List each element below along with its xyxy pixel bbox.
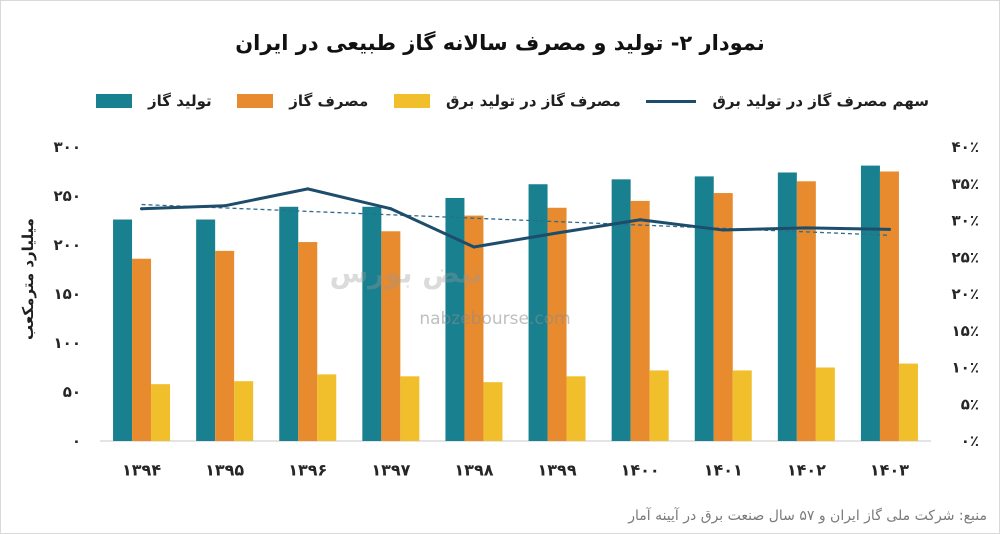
gas-production-bar: [860, 165, 880, 441]
y2-tick-label: ۰٪: [961, 432, 979, 450]
power-gas-consumption-bar: [566, 376, 586, 441]
power-gas-consumption-bar: [815, 367, 835, 441]
legend-item-power-gas-share: سهم مصرف گاز در تولید برق: [646, 91, 929, 111]
legend-swatch-gas-production: [96, 94, 132, 108]
x-tick-label: ۱۴۰۰: [621, 461, 660, 480]
x-tick-label: ۱۴۰۳: [870, 461, 909, 480]
gas-production-bar: [611, 179, 631, 441]
gas-consumption-bar: [713, 193, 733, 441]
x-tick-label: ۱۳۹۶: [288, 461, 327, 480]
power-gas-consumption-bar: [151, 384, 171, 441]
share-point: [804, 226, 808, 230]
x-tick-label: ۱۳۹۴: [122, 461, 161, 480]
share-line-series: [140, 187, 891, 249]
gas-production-bar: [777, 172, 797, 442]
y-tick-label: ۳۰۰: [54, 138, 81, 156]
share-point: [887, 227, 891, 231]
bars: [113, 165, 918, 442]
power-gas-consumption-bar: [317, 374, 337, 441]
x-tick-label: ۱۳۹۹: [538, 461, 577, 480]
y2-tick-label: ۵٪: [961, 395, 979, 413]
y2-tick-label: ۴۰٪: [952, 138, 979, 156]
y2-tick-label: ۲۰٪: [952, 285, 979, 303]
gas-production-bar: [362, 206, 382, 441]
left-axis-ticks: ۰ ۵۰ ۱۰۰ ۱۵۰ ۲۰۰ ۲۵۰ ۳۰۰: [54, 138, 81, 450]
y2-tick-label: ۳۵٪: [952, 175, 979, 193]
power-gas-consumption-bar: [483, 382, 503, 441]
y-axis-label: میلیارد مترمکعب: [19, 218, 37, 340]
chart-title: نمودار ۲- تولید و مصرف سالانه گاز طبیعی …: [235, 31, 765, 55]
share-point: [555, 231, 559, 235]
gas-consumption-bar: [298, 242, 318, 441]
y-tick-label: ۵۰: [63, 383, 81, 401]
share-point: [472, 245, 476, 249]
x-axis-ticks: ۱۳۹۴ ۱۳۹۵ ۱۳۹۶ ۱۳۹۷ ۱۳۹۸ ۱۳۹۹ ۱۴۰۰ ۱۴۰۱ ۱۴۰۲ ۱۴۰۳: [122, 461, 909, 480]
y-tick-label: ۲۵۰: [54, 187, 81, 205]
legend-label: مصرف گاز در تولید برق: [445, 92, 621, 110]
gas-consumption-bar: [796, 181, 816, 442]
legend-item-power-gas-consumption: مصرف گاز در تولید برق: [393, 91, 621, 111]
legend-item-gas-production: تولید گاز: [96, 91, 212, 111]
gas-production-bar: [196, 219, 216, 441]
source-note: منبع: شرکت ملی گاز ایران و ۵۷ سال صنعت ب…: [628, 508, 987, 524]
power-gas-consumption-bar: [898, 363, 918, 441]
y-tick-label: ۲۰۰: [54, 236, 81, 254]
x-tick-label: ۱۳۹۷: [371, 461, 410, 480]
gas-production-bar: [279, 206, 299, 441]
legend-item-gas-consumption: مصرف گاز: [237, 91, 368, 111]
legend-swatch-gas-consumption: [237, 94, 274, 108]
share-point: [140, 207, 144, 211]
gas-consumption-bar: [381, 231, 401, 441]
x-tick-label: ۱۴۰۱: [704, 461, 743, 480]
share-point: [721, 228, 725, 232]
share-trendline: [141, 203, 890, 236]
power-gas-consumption-bar: [400, 376, 420, 441]
legend-swatch-power-gas-consumption: [393, 94, 430, 108]
right-axis-ticks: ۰٪ ۵٪ ۱۰٪ ۱۵٪ ۲۰٪ ۲۵٪ ۳۰٪ ۳۵٪ ۴۰٪: [952, 138, 979, 450]
x-tick-label: ۱۳۹۵: [205, 461, 244, 480]
power-gas-consumption-bar: [234, 381, 254, 441]
gas-consumption-bar: [132, 258, 152, 441]
y2-tick-label: ۱۵٪: [952, 322, 979, 340]
chart-legend: تولید گاز مصرف گاز مصرف گاز در تولید برق…: [96, 89, 929, 113]
legend-label: تولید گاز: [148, 92, 212, 110]
x-tick-label: ۱۳۹۸: [454, 461, 493, 480]
y2-tick-label: ۲۵٪: [952, 248, 979, 266]
y-tick-label: ۱۵۰: [54, 285, 81, 303]
legend-swatch-power-gas-share: [646, 99, 697, 103]
share-line: [140, 187, 891, 249]
gas-consumption-bar: [547, 207, 567, 441]
y-tick-label: ۰: [72, 432, 81, 450]
gas-production-bar: [694, 176, 714, 441]
gas-production-bar: [445, 197, 465, 441]
gas-consumption-bar: [630, 200, 650, 441]
y-tick-label: ۱۰۰: [54, 334, 81, 352]
share-point: [223, 204, 227, 208]
gas-consumption-bar: [879, 171, 899, 441]
gas-production-bar: [113, 219, 133, 441]
gas-production-bar: [528, 184, 548, 442]
legend-label: سهم مصرف گاز در تولید برق: [712, 92, 929, 110]
power-gas-consumption-bar: [732, 370, 752, 441]
y2-tick-label: ۱۰٪: [952, 359, 979, 377]
gas-consumption-bar: [464, 215, 484, 441]
y2-tick-label: ۳۰٪: [952, 212, 979, 230]
legend-label: مصرف گاز: [289, 92, 369, 110]
power-gas-consumption-bar: [649, 370, 669, 441]
share-point: [306, 187, 310, 191]
gas-consumption-bar: [215, 250, 235, 441]
share-point: [389, 207, 393, 211]
x-tick-label: ۱۴۰۲: [787, 461, 826, 480]
share-point: [638, 218, 642, 222]
